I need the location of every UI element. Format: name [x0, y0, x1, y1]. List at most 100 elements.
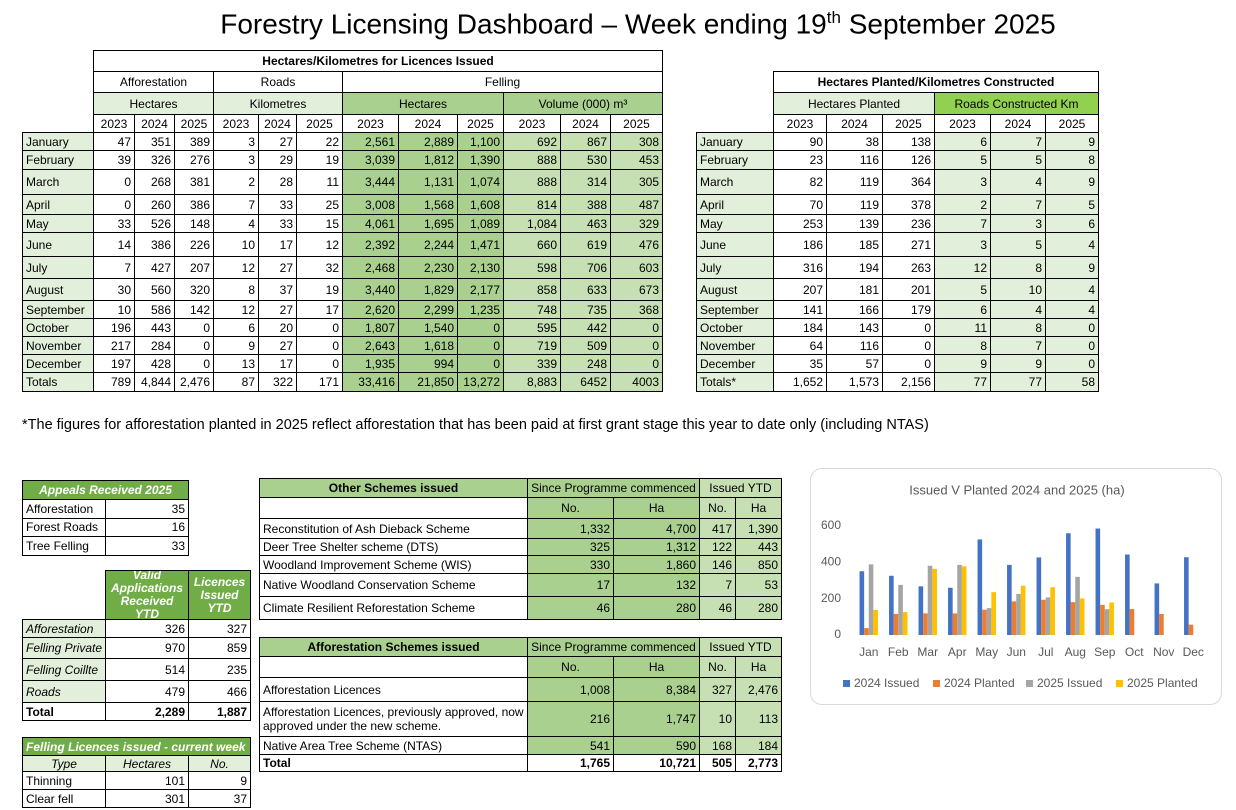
value-cell: 268: [134, 169, 175, 195]
value-cell: 4: [1045, 300, 1099, 319]
year-header: 2025: [610, 114, 663, 133]
value-cell: 850: [735, 555, 782, 574]
value-cell: 1,860: [613, 555, 700, 574]
value-cell: 1,312: [613, 538, 700, 556]
row-label: Woodland Improvement Scheme (WIS): [259, 555, 528, 574]
page-title: Forestry Licensing Dashboard – Week endi…: [0, 8, 1236, 40]
year-header: 2025: [174, 114, 214, 133]
value-cell: 25: [296, 194, 343, 215]
bar: [1100, 604, 1105, 635]
value-cell: 1,131: [398, 169, 458, 195]
bar: [859, 571, 865, 635]
value-cell: 325: [527, 538, 614, 556]
value-cell: 14: [93, 232, 135, 257]
unit-header: Hectares: [342, 92, 504, 115]
x-tick-label: Sep: [1094, 645, 1116, 659]
column-header: Type: [22, 755, 106, 772]
value-cell: 3,440: [342, 278, 399, 301]
value-cell: 3: [213, 150, 259, 170]
column-header: No.: [188, 755, 251, 772]
row-label: April: [22, 194, 94, 215]
value-cell: 32: [296, 256, 343, 279]
value-cell: 1,100: [457, 132, 504, 151]
value-cell: 3,444: [342, 169, 399, 195]
value-cell: 12: [213, 256, 259, 279]
value-cell: 284: [134, 336, 175, 355]
value-cell: 1,390: [735, 518, 782, 539]
value-cell: 82: [773, 169, 827, 195]
row-label: Totals*: [696, 372, 774, 392]
value-cell: 90: [773, 132, 827, 151]
unit-header: Hectares: [93, 92, 214, 115]
value-cell: 1,074: [457, 169, 504, 195]
row-label: October: [22, 318, 94, 337]
value-cell: 1,390: [457, 150, 504, 170]
value-cell: 276: [174, 150, 214, 170]
value-cell: 3: [934, 169, 991, 195]
value-cell: 2,289: [105, 702, 189, 721]
value-cell: 57: [826, 354, 883, 373]
value-cell: 8: [1045, 150, 1099, 170]
value-cell: 2,244: [398, 232, 458, 257]
row-label: Afforestation Licences, previously appro…: [259, 701, 528, 737]
bar: [1125, 554, 1130, 635]
row-label: December: [22, 354, 94, 373]
column-group: Afforestation: [93, 71, 214, 93]
value-cell: 11: [934, 318, 991, 337]
bar: [893, 613, 899, 635]
row-label: April: [696, 194, 774, 215]
value-cell: 216: [527, 701, 614, 737]
value-cell: 305: [610, 169, 663, 195]
value-cell: 9: [1045, 256, 1099, 279]
value-cell: 442: [560, 318, 611, 337]
row-label: March: [696, 169, 774, 195]
value-cell: 9: [213, 336, 259, 355]
value-cell: 1,084: [503, 214, 561, 233]
value-cell: 13,272: [457, 372, 504, 392]
row-label: Native Area Tree Scheme (NTAS): [259, 736, 528, 755]
value-cell: 4: [1045, 278, 1099, 301]
value-cell: 386: [174, 194, 214, 215]
value-cell: 1,235: [457, 300, 504, 319]
value-cell: 1,807: [342, 318, 399, 337]
bar: [986, 608, 992, 635]
bar: [889, 575, 894, 635]
value-cell: 12: [934, 256, 991, 279]
value-cell: 0: [93, 169, 135, 195]
y-tick-label: 0: [834, 627, 841, 641]
title-text: Forestry Licensing Dashboard – Week endi…: [220, 8, 827, 40]
value-cell: 4,061: [342, 214, 399, 233]
row-label: Reconstitution of Ash Dieback Scheme: [259, 518, 528, 539]
value-cell: 1,332: [527, 518, 614, 539]
value-cell: 194: [826, 256, 883, 279]
row-label: Deer Tree Shelter scheme (DTS): [259, 538, 528, 556]
chart-title: Issued V Planted 2024 and 2025 (ha): [909, 482, 1124, 497]
value-cell: 692: [503, 132, 561, 151]
value-cell: 122: [699, 538, 736, 556]
value-cell: 706: [560, 256, 611, 279]
value-cell: 326: [105, 619, 189, 638]
value-cell: 171: [296, 372, 343, 392]
column-header: No.: [527, 656, 614, 678]
row-label: Afforestation: [22, 619, 106, 638]
value-cell: 476: [610, 232, 663, 257]
value-cell: 248: [560, 354, 611, 373]
value-cell: 280: [613, 596, 700, 620]
column-group: Felling: [342, 71, 663, 93]
value-cell: 2,156: [882, 372, 935, 392]
legend-swatch: [1026, 680, 1033, 687]
value-cell: 77: [990, 372, 1046, 392]
value-cell: 0: [174, 318, 214, 337]
value-cell: 47: [93, 132, 135, 151]
row-label: January: [696, 132, 774, 151]
value-cell: 0: [882, 318, 935, 337]
value-cell: 8,384: [613, 677, 700, 702]
value-cell: 7: [990, 194, 1046, 215]
value-cell: 271: [882, 232, 935, 257]
row-label: August: [696, 278, 774, 301]
value-cell: 0: [610, 336, 663, 355]
value-cell: 184: [773, 318, 827, 337]
value-cell: 322: [258, 372, 297, 392]
value-cell: 29: [258, 150, 297, 170]
value-cell: 236: [882, 214, 935, 233]
